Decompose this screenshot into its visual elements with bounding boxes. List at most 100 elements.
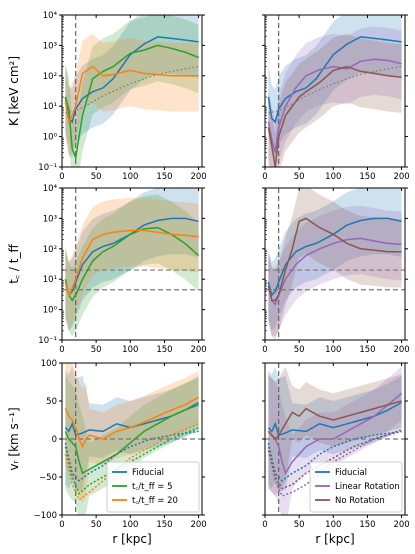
axes-frame [264,14,406,168]
y-tick-label: 50 [46,397,57,407]
legend: Fiducial Linear Rotation No Rotation [309,461,403,513]
x-tick-label: 50 [91,172,102,182]
legend-entry: Fiducial [335,468,367,478]
x-tick-label: 0 [59,345,64,355]
x-tick-label: 150 [156,520,172,530]
y-tick-label: 10⁴ [43,184,58,194]
x-tick-label: 50 [294,345,305,355]
panel-2-0: 0 50 100 150 200 −100 −50 0 50 100 vᵣ [km s⁻¹] r [k… [7,359,207,546]
series-band [65,15,199,158]
series-band [268,33,402,167]
axes-frame [61,187,203,341]
series-line-tc-tff-20 [64,396,199,449]
x-tick-label: 50 [294,520,305,530]
series-band [268,188,402,337]
series-line-baseline [65,66,199,114]
series-band [268,188,402,331]
series-band [65,363,199,504]
y-tick-label: 10³ [43,214,57,224]
series-line-linear-rotation [267,392,403,476]
y-tick-label: −100 [34,511,57,521]
series-line-linear-rotation [267,58,402,153]
series-line-linear-rotation [267,430,402,497]
y-axis-label: t꜀ / t_ff [7,244,21,284]
x-tick-label: 100 [325,520,341,530]
legend-box [309,461,403,513]
legend-entry: t꜀/t_ff = 5 [132,482,173,492]
series-band [65,366,199,493]
series-line-fiducial [267,36,402,124]
legend-entry: Fiducial [132,468,164,478]
series-line-no-rotation [267,65,402,167]
plot-area [62,363,202,515]
series-line-linear-rotation [267,237,402,306]
y-tick-label: 10⁻¹ [38,163,57,173]
x-tick-label: 150 [156,172,172,182]
plot-area [265,188,405,340]
x-tick-label: 100 [325,345,341,355]
plot-area [62,188,202,340]
series-band [268,15,402,158]
x-tick-label: 200 [190,345,206,355]
x-axis-label: r [kpc] [315,532,354,546]
series-band [65,188,199,331]
panel-1-0: 0 50 100 150 200 10⁻¹ 10⁰ 10¹ 10² 10³ 10⁴ t꜀ / t_ff [7,184,207,355]
series-line-tc-tff-20 [64,423,199,501]
y-tick-label: 10¹ [43,275,57,285]
plot-area [64,15,199,167]
x-tick-label: 200 [190,520,206,530]
panel-2-1: 0 50 100 150 200 r [kpc] Fiducial Linear Rotati… [262,362,410,546]
series-band [65,15,199,167]
series-line-fiducial [267,217,402,297]
series-band [65,33,199,158]
series-band [268,366,402,493]
y-tick-label: 10⁴ [43,11,58,21]
series-line-tc-tff-20 [64,229,199,298]
y-tick-label: 10⁰ [43,306,58,316]
series-line-tc-tff-5 [64,226,200,302]
legend-box [106,461,200,513]
legend: Fiducial t꜀/t_ff = 5 t꜀/t_ff = 20 [106,461,200,513]
panel-0-0: 0 50 100 150 200 10⁻¹ 10⁰ 10¹ 10² 10³ 10⁴ K [keV cm… [7,11,207,182]
series-line-tc-tff-20 [64,65,199,125]
x-axis-label: r [kpc] [112,532,151,546]
series-line-fiducial [267,430,402,482]
series-line-tc-tff-5 [64,44,199,161]
x-tick-label: 100 [122,172,138,182]
x-tick-label: 0 [262,345,267,355]
series-band [268,26,402,167]
series-line-tc-tff-5 [64,426,199,495]
y-tick-label: −50 [39,473,57,483]
series-line-no-rotation [267,400,402,441]
x-tick-label: 150 [359,345,375,355]
y-tick-label: 10³ [43,41,57,51]
y-tick-label: 10⁻¹ [38,336,57,346]
series-line-fiducial [64,430,199,482]
series-band [65,194,199,337]
series-band [268,366,402,496]
x-tick-label: 200 [393,520,409,530]
x-tick-label: 0 [59,520,64,530]
axes-frame [264,187,406,341]
legend-entry: No Rotation [335,496,385,506]
x-tick-label: 50 [91,520,102,530]
x-tick-label: 50 [294,172,305,182]
y-tick-label: 10² [43,72,57,82]
x-tick-label: 150 [359,172,375,182]
x-tick-label: 0 [262,172,267,182]
x-tick-label: 150 [359,520,375,530]
x-tick-label: 0 [262,520,267,530]
y-tick-label: 10⁰ [43,133,58,143]
x-tick-label: 200 [190,172,206,182]
series-line-baseline [268,66,402,114]
x-tick-label: 200 [393,172,409,182]
panel-1-1: 0 50 100 150 200 [262,187,410,355]
legend-entry: Linear Rotation [335,482,400,492]
x-tick-label: 50 [91,345,102,355]
x-tick-label: 100 [325,172,341,182]
plot-area [267,15,402,167]
series-band [268,366,402,515]
series-line-fiducial [64,217,199,297]
series-line-tc-tff-5 [64,404,199,475]
